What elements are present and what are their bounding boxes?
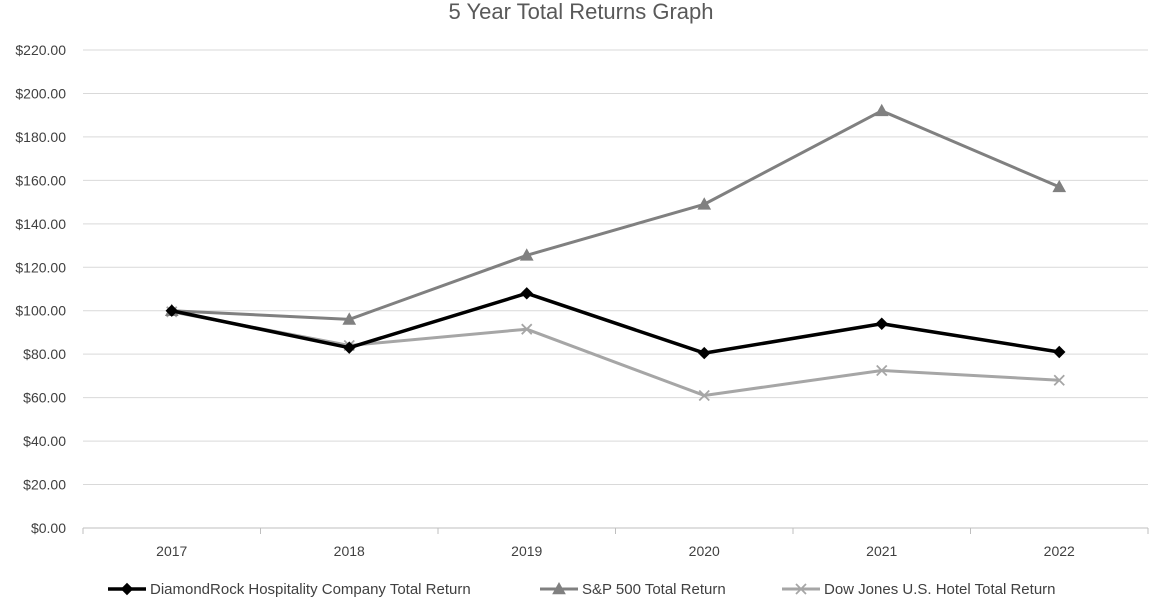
y-tick-label: $180.00 bbox=[15, 129, 66, 145]
data-point bbox=[875, 317, 888, 330]
y-tick-label: $0.00 bbox=[31, 520, 66, 536]
gridlines bbox=[83, 49, 1148, 486]
y-tick-label: $80.00 bbox=[23, 346, 66, 362]
x-tick-label: 2019 bbox=[511, 543, 542, 559]
data-point bbox=[342, 312, 357, 325]
data-point bbox=[876, 364, 888, 377]
data-point bbox=[697, 197, 712, 210]
data-point bbox=[520, 287, 533, 300]
legend-label: S&P 500 Total Return bbox=[582, 581, 726, 598]
legend-item: S&P 500 Total Return bbox=[540, 581, 726, 598]
data-point bbox=[519, 248, 534, 261]
series-1 bbox=[165, 287, 1066, 360]
legend-marker bbox=[552, 581, 566, 595]
data-point bbox=[1053, 374, 1065, 386]
data-point bbox=[1052, 179, 1067, 193]
data-point bbox=[521, 323, 533, 335]
x-tick-label: 2022 bbox=[1044, 543, 1075, 559]
series-line bbox=[171, 109, 1060, 321]
data-point bbox=[165, 304, 178, 317]
legend-item: Dow Jones U.S. Hotel Total Return bbox=[782, 581, 1056, 598]
x-tick-label: 2021 bbox=[866, 543, 897, 559]
series-lines bbox=[164, 103, 1067, 402]
data-point bbox=[698, 389, 710, 402]
legend-marker bbox=[120, 582, 134, 596]
x-tick-label: 2017 bbox=[156, 543, 187, 559]
series-line bbox=[171, 291, 1060, 355]
y-axis-tick-labels: $0.00 $20.00 $40.00 $60.00 $80.00 $100.00 $120… bbox=[15, 42, 66, 536]
data-point bbox=[698, 346, 711, 360]
legend: DiamondRock Hospitality Company Total Re… bbox=[108, 581, 1056, 598]
legend-label: DiamondRock Hospitality Company Total Re… bbox=[150, 581, 471, 598]
y-tick-label: $160.00 bbox=[15, 172, 66, 188]
y-tick-label: $220.00 bbox=[15, 42, 66, 58]
series-2 bbox=[164, 103, 1067, 325]
y-tick-label: $20.00 bbox=[23, 477, 66, 493]
chart-title: 5 Year Total Returns Graph bbox=[449, 0, 714, 24]
series-3 bbox=[166, 306, 1065, 402]
legend-marker bbox=[795, 583, 807, 595]
x-axis-tick-labels: 2017 2018 2019 2020 2021 2022 bbox=[156, 543, 1075, 559]
x-tick-label: 2018 bbox=[334, 543, 365, 559]
y-tick-label: $60.00 bbox=[23, 390, 66, 406]
data-point bbox=[1053, 345, 1066, 359]
x-axis bbox=[82, 527, 1149, 534]
y-tick-label: $40.00 bbox=[23, 433, 66, 449]
y-tick-label: $200.00 bbox=[15, 85, 66, 101]
x-tick-label: 2020 bbox=[689, 543, 720, 559]
y-tick-label: $120.00 bbox=[15, 259, 66, 275]
legend-item: DiamondRock Hospitality Company Total Re… bbox=[108, 581, 471, 598]
y-tick-label: $140.00 bbox=[15, 216, 66, 232]
legend-label: Dow Jones U.S. Hotel Total Return bbox=[824, 581, 1056, 598]
data-point bbox=[343, 341, 356, 354]
y-tick-label: $100.00 bbox=[15, 303, 66, 319]
data-point bbox=[874, 103, 889, 117]
